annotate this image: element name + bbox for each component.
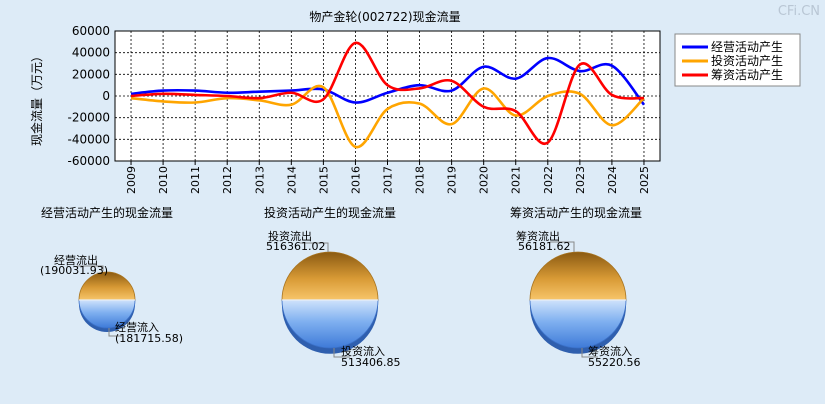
pie-operating: 经营活动产生的现金流量 经营流出 (190031.93) 经营流入 (18171… [40, 205, 183, 345]
series-line-financing [130, 41, 645, 146]
x-tick-label: 2016 [349, 166, 362, 194]
x-tick-label: 2025 [638, 166, 651, 194]
y-tick-label: -20000 [67, 111, 110, 125]
pie-operating-out-label: 经营流出 [54, 253, 98, 267]
series-line-investing [130, 84, 645, 149]
pie-slice-outflow [78, 271, 136, 301]
y-tick-label: 0 [102, 89, 110, 103]
y-tick-label: -60000 [67, 154, 110, 168]
pie-operating-in-value: (181715.58) [115, 332, 183, 345]
x-tick-label: 2012 [221, 166, 234, 194]
pie-operating-out-value: (190031.93) [40, 264, 108, 277]
pie-financing: 筹资活动产生的现金流量 筹资流出 56181.62 筹资流入 55220.56 [510, 205, 642, 369]
pie-operating-title: 经营活动产生的现金流量 [41, 205, 173, 220]
pie-slice-inflow [281, 299, 379, 349]
x-tick-label: 2019 [446, 166, 459, 194]
legend-label-operating: 经营活动产生 [711, 40, 783, 54]
x-tick-label: 2009 [125, 166, 138, 194]
x-axis-labels: 2009 2010 2011 2012 2013 2014 2015 2016 2017 2018… [125, 166, 651, 194]
pie-investing: 投资活动产生的现金流量 投资流出 516361.02 投资流入 513406.8… [264, 205, 401, 369]
pie-slice-inflow [78, 299, 136, 329]
pie-operating-out-leader [77, 265, 104, 271]
pie-investing-in-label: 投资流入 [341, 344, 385, 358]
pie-investing-title: 投资活动产生的现金流量 [264, 205, 396, 220]
watermark: CFi.CN [778, 4, 820, 19]
x-tick-label: 2017 [382, 166, 395, 194]
x-tick-label: 2011 [189, 166, 202, 194]
legend-label-investing: 投资活动产生 [711, 53, 783, 68]
y-tick-label: 40000 [72, 46, 110, 60]
chart-title: 物产金轮(002722)现金流量 [309, 9, 460, 24]
pie-investing-in-value: 513406.85 [341, 356, 401, 369]
pie-slice-outflow [281, 251, 379, 301]
plot-area [114, 30, 661, 165]
x-tick-label: 2014 [285, 166, 298, 194]
pie-financing-out-leader [550, 241, 575, 252]
x-tick-label: 2023 [574, 166, 587, 194]
pie-slice-inflow [529, 299, 627, 349]
x-tick-label: 2013 [253, 166, 266, 194]
pie-operating-in-leader [108, 328, 122, 337]
pie-financing-in-value: 55220.56 [588, 356, 641, 369]
y-tick-label: 60000 [72, 24, 110, 38]
legend-label-financing: 筹资活动产生 [711, 68, 783, 82]
pie-investing-out-leader [300, 242, 329, 252]
x-tick-label: 2020 [478, 166, 491, 194]
series-lines [130, 41, 645, 149]
x-tick-label: 2018 [414, 166, 427, 194]
x-tick-label: 2015 [317, 166, 330, 194]
pie-financing-out-value: 56181.62 [518, 240, 571, 253]
y-tick-label: 20000 [72, 67, 110, 81]
x-tick-label: 2021 [510, 166, 523, 194]
y-tick-label: -40000 [67, 132, 110, 146]
pie-slice-outflow [529, 251, 627, 301]
x-tick-label: 2024 [606, 166, 619, 194]
legend: 经营活动产生 投资活动产生 筹资活动产生 [674, 33, 801, 87]
pie-investing-out-label: 投资流出 [268, 229, 312, 243]
x-tick-label: 2022 [542, 166, 555, 194]
pie-financing-in-label: 筹资流入 [588, 344, 632, 358]
series-line-operating [130, 56, 645, 106]
y-axis-label: 现金流量（万元） [29, 50, 44, 146]
legend-box [674, 33, 801, 87]
pie-financing-in-leader [581, 348, 598, 358]
x-tick-label: 2010 [157, 166, 170, 194]
pie-financing-title: 筹资活动产生的现金流量 [510, 205, 642, 220]
y-axis-labels: 60000 40000 20000 0 -20000 -40000 -60000 [67, 24, 110, 168]
pie-operating-in-label: 经营流入 [115, 320, 159, 334]
pie-financing-out-label: 筹资流出 [516, 229, 560, 243]
pie-investing-out-value: 516361.02 [266, 240, 326, 253]
pie-investing-in-leader [333, 348, 350, 358]
